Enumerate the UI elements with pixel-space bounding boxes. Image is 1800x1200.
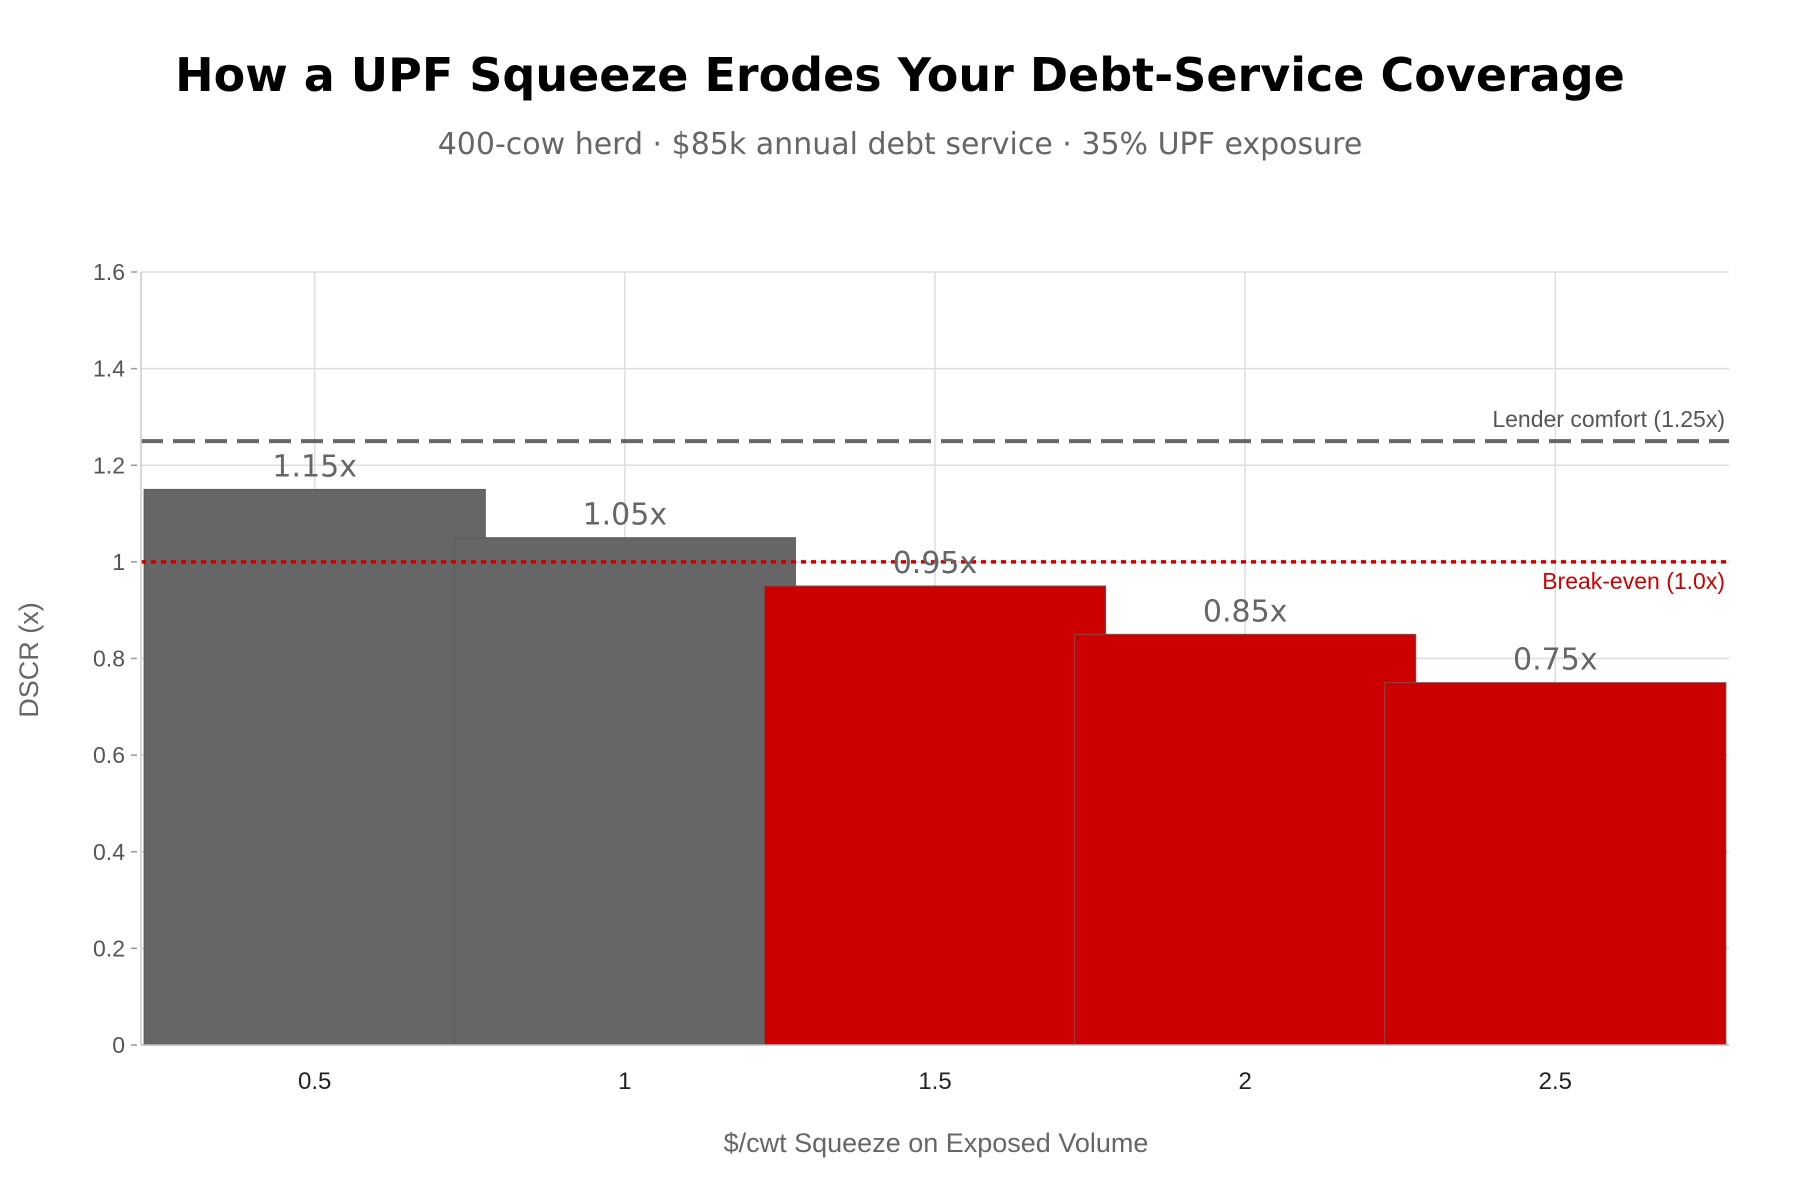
- bar: [1074, 633, 1417, 1046]
- y-tick-label: 0.6: [93, 742, 125, 768]
- y-tick-label: 1.6: [93, 259, 125, 285]
- x-axis-title: $/cwt Squeeze on Exposed Volume: [724, 1128, 1149, 1158]
- y-tick-label: 1.2: [93, 452, 125, 478]
- bar-value-label: 0.85x: [1203, 594, 1288, 629]
- y-tick-label: 0.8: [93, 646, 125, 672]
- bar-value-label: 1.05x: [583, 498, 668, 533]
- y-tick-label: 1: [112, 549, 125, 575]
- bar: [763, 585, 1107, 1046]
- bar: [453, 537, 796, 1046]
- lender-comfort-label: Lender comfort (1.25x): [1492, 406, 1725, 432]
- y-tick-label: 0.4: [93, 839, 125, 865]
- bar-value-label: 1.15x: [272, 449, 357, 484]
- y-tick-label: 1.4: [93, 356, 125, 382]
- bar-labels: 1.15x 1.05x 0.95x 0.85x 0.75x: [272, 449, 1597, 677]
- chart-subtitle: 400-cow herd · $85k annual debt service …: [437, 127, 1363, 162]
- chart-title: How a UPF Squeeze Erodes Your Debt-Servi…: [175, 48, 1625, 102]
- axes: 0.5 1 1.5 2 2.5 0 0.2 0.4 0.6 0.8 1 1.2 1.4 1.6: [93, 259, 1729, 1095]
- bars: [143, 488, 1727, 1046]
- x-tick-label: 1.5: [918, 1068, 951, 1095]
- x-tick-label: 0.5: [298, 1068, 331, 1095]
- bar-value-label: 0.75x: [1513, 643, 1598, 678]
- y-tick-label: 0: [112, 1032, 125, 1058]
- x-tick-label: 2.5: [1539, 1068, 1572, 1095]
- y-tick-label: 0.2: [93, 935, 125, 961]
- bar-value-label: 0.95x: [893, 546, 978, 581]
- break-even-label: Break-even (1.0x): [1542, 568, 1725, 594]
- x-tick-label: 1: [618, 1068, 631, 1095]
- x-tick-label: 2: [1238, 1068, 1251, 1095]
- reference-lines: Lender comfort (1.25x) Break-even (1.0x): [141, 406, 1729, 594]
- bar: [1384, 682, 1727, 1046]
- bar: [143, 488, 486, 1046]
- y-axis-title: DSCR (x): [14, 602, 44, 718]
